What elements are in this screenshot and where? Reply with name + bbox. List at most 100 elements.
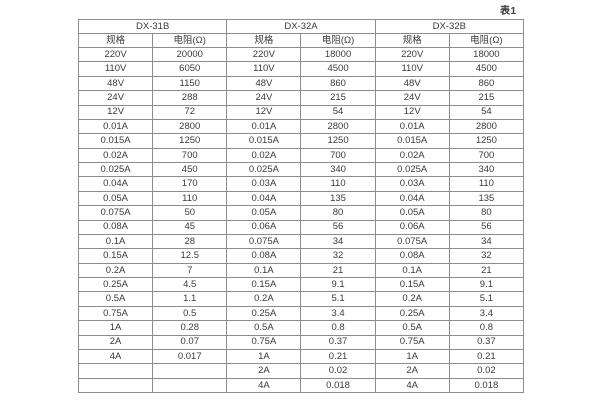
spec-cell: 24V — [374, 90, 450, 106]
spec-cell: 0.15A — [226, 276, 302, 293]
spec-cell: 2A — [226, 363, 302, 379]
column-header-row: 规格 电阻(Ω) 规格 电阻(Ω) 规格 电阻(Ω) — [77, 33, 525, 48]
resistance-cell: 2800 — [448, 118, 525, 135]
resistance-cell: 288 — [152, 90, 228, 106]
resistance-cell: 2800 — [152, 118, 228, 135]
table-row: 0.1A 28 0.075A 34 0.075A 34 — [77, 233, 525, 250]
spec-cell: 0.075A — [77, 205, 154, 221]
resistance-cell: 0.8 — [448, 320, 525, 336]
table-row: 0.5A 1.1 0.2A 5.1 0.2A 5.1 — [77, 291, 525, 307]
resistance-cell: 7 — [152, 262, 228, 279]
group-header-dx-32a: DX-32A — [226, 19, 376, 34]
group-header-dx-31b: DX-31B — [77, 19, 228, 34]
table-row: 0.15A 12.5 0.08A 32 0.08A 32 — [77, 248, 525, 264]
resistance-cell: 32 — [300, 248, 376, 264]
spec-cell: 0.5A — [77, 291, 154, 307]
resistance-cell: 0.018 — [300, 377, 376, 394]
resistance-cell: 0.5 — [152, 305, 228, 322]
spec-cell: 2A — [374, 363, 450, 379]
table-row: 0.075A 50 0.05A 80 0.05A 80 — [77, 205, 525, 221]
resistance-cell: 1250 — [300, 133, 376, 149]
spec-cell: 0.01A — [374, 118, 450, 135]
spec-cell: 2A — [77, 334, 154, 350]
resistance-cell: 1250 — [152, 133, 228, 149]
resistance-cell: 215 — [448, 90, 525, 106]
spec-cell: 0.03A — [226, 176, 302, 192]
spec-cell: 0.2A — [374, 291, 450, 307]
resistance-cell: 0.02 — [300, 363, 376, 379]
spec-cell: 110V — [77, 61, 154, 77]
resistance-cell: 700 — [300, 147, 376, 164]
resistance-cell: 34 — [300, 233, 376, 250]
spec-cell: 0.06A — [226, 219, 302, 235]
spec-cell: 0.2A — [77, 262, 154, 279]
table-row: 0.04A 170 0.03A 110 0.03A 110 — [77, 176, 525, 192]
table-row: 24V 288 24V 215 24V 215 — [77, 90, 525, 106]
col-header-resistance: 电阻(Ω) — [448, 33, 525, 48]
resistance-cell: 135 — [448, 190, 525, 207]
resistance-cell: 5.1 — [300, 291, 376, 307]
resistance-cell: 6050 — [152, 61, 228, 77]
col-header-spec: 规格 — [374, 33, 450, 48]
table-caption: 表1 — [500, 6, 517, 17]
resistance-cell: 54 — [300, 104, 376, 120]
resistance-cell: 700 — [152, 147, 228, 164]
spec-cell: 0.015A — [77, 133, 154, 149]
spec-cell: 0.075A — [226, 233, 302, 250]
resistance-cell: 12.5 — [152, 248, 228, 264]
col-header-resistance: 电阻(Ω) — [300, 33, 376, 48]
table-row: 4A 0.018 4A 0.018 — [77, 377, 525, 394]
resistance-cell: 3.4 — [448, 305, 525, 322]
resistance-cell — [152, 377, 228, 394]
resistance-cell: 21 — [448, 262, 525, 279]
resistance-cell: 54 — [448, 104, 525, 120]
spec-cell: 0.03A — [374, 176, 450, 192]
col-header-resistance: 电阻(Ω) — [152, 33, 228, 48]
spec-cell — [77, 377, 154, 394]
spec-cell: 110V — [226, 61, 302, 77]
spec-cell: 0.25A — [226, 305, 302, 322]
resistance-cell: 1150 — [152, 75, 228, 92]
spec-cell: 0.2A — [226, 291, 302, 307]
table-row: 12V 72 12V 54 12V 54 — [77, 104, 525, 120]
spec-cell: 24V — [226, 90, 302, 106]
resistance-cell: 32 — [448, 248, 525, 264]
spec-cell: 0.04A — [77, 176, 154, 192]
resistance-cell: 5.1 — [448, 291, 525, 307]
spec-cell — [77, 363, 154, 379]
resistance-cell: 110 — [152, 190, 228, 207]
spec-cell: 0.015A — [374, 133, 450, 149]
resistance-cell: 4500 — [448, 61, 525, 77]
table-row: 0.08A 45 0.06A 56 0.06A 56 — [77, 219, 525, 235]
spec-cell: 0.15A — [374, 276, 450, 293]
spec-cell: 0.025A — [77, 161, 154, 178]
resistance-cell: 340 — [300, 161, 376, 178]
spec-cell: 0.75A — [374, 334, 450, 350]
resistance-cell: 700 — [448, 147, 525, 164]
spec-cell: 0.25A — [77, 276, 154, 293]
spec-cell: 1A — [77, 320, 154, 336]
spec-cell: 0.015A — [226, 133, 302, 149]
spec-cell: 0.5A — [374, 320, 450, 336]
spec-cell: 0.06A — [374, 219, 450, 235]
resistance-cell: 80 — [448, 205, 525, 221]
spec-cell: 0.05A — [374, 205, 450, 221]
resistance-cell: 4.5 — [152, 276, 228, 293]
resistance-cell: 170 — [152, 176, 228, 192]
spec-cell: 24V — [77, 90, 154, 106]
resistance-cell: 21 — [300, 262, 376, 279]
resistance-cell: 860 — [448, 75, 525, 92]
resistance-cell: 0.017 — [152, 348, 228, 365]
spec-cell: 220V — [226, 46, 302, 63]
resistance-cell: 9.1 — [448, 276, 525, 293]
spec-cell: 0.75A — [77, 305, 154, 322]
resistance-cell: 0.28 — [152, 320, 228, 336]
resistance-cell: 860 — [300, 75, 376, 92]
spec-cell: 0.05A — [77, 190, 154, 207]
resistance-cell: 18000 — [448, 46, 525, 63]
resistance-cell: 2800 — [300, 118, 376, 135]
table-row: 0.02A 700 0.02A 700 0.02A 700 — [77, 147, 525, 164]
resistance-cell: 1.1 — [152, 291, 228, 307]
table-row: 220V 20000 220V 18000 220V 18000 — [77, 46, 525, 63]
